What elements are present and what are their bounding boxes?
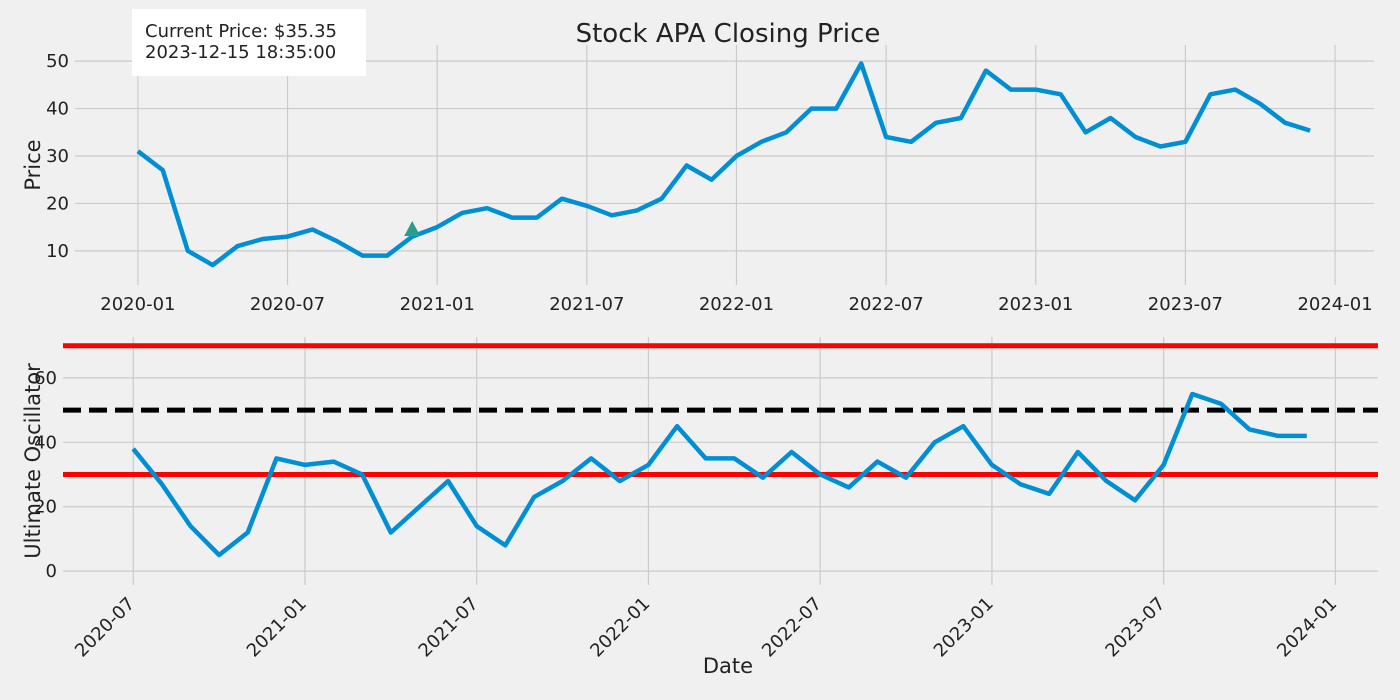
y-tick-label: 50 xyxy=(46,51,69,72)
x-tick-label: 2020-01 xyxy=(100,294,175,315)
y-axis-label: Ultimate Oscillator xyxy=(21,363,45,559)
x-tick-label: 2020-07 xyxy=(250,294,325,315)
y-tick-label: 40 xyxy=(46,99,69,120)
x-tick-label: 2021-07 xyxy=(549,294,624,315)
x-tick-label: 2024-01 xyxy=(1297,294,1372,315)
y-tick-label: 20 xyxy=(46,193,69,214)
y-tick-label: 10 xyxy=(46,241,69,262)
x-tick-label: 2021-01 xyxy=(400,294,475,315)
x-tick-label: 2022-07 xyxy=(849,294,924,315)
annotation-box xyxy=(132,9,366,76)
annotation-text: Current Price: $35.35 xyxy=(145,21,337,42)
x-axis-label: Date xyxy=(703,654,753,678)
signal-marker xyxy=(404,220,421,236)
x-tick-label: 2023-01 xyxy=(998,294,1073,315)
y-axis-label: Price xyxy=(21,139,45,190)
y-tick-label: 40 xyxy=(34,432,57,453)
x-tick-label: 2023-07 xyxy=(1148,294,1223,315)
chart-title: Stock APA Closing Price xyxy=(576,19,881,49)
y-tick-label: 0 xyxy=(46,561,57,582)
x-tick-label: 2022-01 xyxy=(699,294,774,315)
y-tick-label: 60 xyxy=(34,368,57,389)
y-tick-label: 20 xyxy=(34,497,57,518)
annotation-text: 2023-12-15 18:35:00 xyxy=(145,42,336,63)
y-tick-label: 30 xyxy=(46,146,69,167)
price-line xyxy=(131,391,1307,558)
price-line xyxy=(136,61,1311,268)
